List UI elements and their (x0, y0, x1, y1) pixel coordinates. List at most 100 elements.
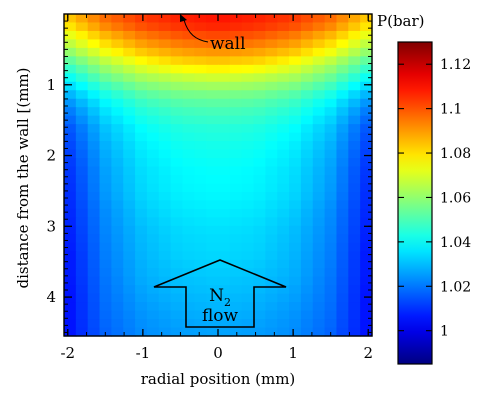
heatmap-cell (324, 39, 338, 49)
heatmap-cell (170, 191, 184, 202)
heatmap-cell (111, 327, 124, 337)
heatmap-cell (158, 149, 172, 159)
heatmap-cell (218, 141, 231, 151)
heatmap-cell (194, 14, 207, 24)
heatmap-cell (87, 208, 101, 218)
heatmap-cell (75, 22, 89, 32)
heatmap-cell (206, 107, 219, 117)
heatmap-cell (158, 225, 172, 235)
heatmap-cell (146, 208, 160, 218)
heatmap-cell (182, 166, 195, 176)
heatmap-cell (265, 39, 278, 49)
heatmap-cell (182, 64, 195, 74)
heatmap-cell (300, 47, 314, 57)
heatmap-cell (64, 259, 77, 269)
heatmap-cell (111, 107, 124, 117)
heatmap-cell (229, 191, 243, 202)
heatmap-cell (87, 158, 101, 168)
heatmap-cell (123, 234, 136, 244)
heatmap-cell (348, 302, 361, 312)
heatmap-cell (182, 327, 195, 337)
heatmap-cell (241, 22, 255, 32)
heatmap-cell (146, 39, 160, 49)
heatmap-cell (348, 98, 361, 108)
heatmap-cell (253, 217, 266, 227)
heatmap-cell (87, 73, 101, 83)
heatmap-cell (64, 107, 77, 117)
heatmap-cell (229, 175, 243, 185)
heatmap-cell (229, 200, 243, 210)
heatmap-cell (289, 73, 302, 83)
heatmap-cell (300, 107, 314, 117)
heatmap-cell (336, 310, 349, 320)
heatmap-cell (87, 124, 101, 134)
heatmap-cell (158, 166, 172, 176)
heatmap-cell (123, 124, 136, 134)
heatmap-cell (360, 191, 373, 202)
heatmap-cell (289, 175, 302, 185)
heatmap-cell (253, 191, 266, 202)
heatmap-cell (87, 276, 101, 286)
heatmap-cell (158, 302, 172, 312)
heatmap-cell (336, 234, 349, 244)
heatmap-cell (265, 293, 278, 303)
heatmap-cell (218, 310, 231, 320)
heatmap-cell (123, 158, 136, 168)
heatmap-cell (64, 132, 77, 142)
heatmap-cell (170, 132, 184, 142)
heatmap-cell (348, 183, 361, 193)
heatmap-cell (336, 319, 349, 329)
heatmap-cell (111, 22, 124, 32)
heatmap-cell (277, 141, 290, 151)
heatmap-cell (312, 158, 326, 168)
heatmap-cell (182, 73, 195, 83)
heatmap-cell (123, 268, 136, 278)
heatmap-cell (194, 285, 207, 295)
heatmap-cell (253, 310, 266, 320)
heatmap-cell (146, 234, 160, 244)
heatmap-cell (324, 200, 338, 210)
heatmap-cell (170, 30, 184, 41)
heatmap-cell (194, 90, 207, 100)
heatmap-cell (182, 124, 195, 134)
heatmap-cell (300, 319, 314, 329)
heatmap-cell (300, 22, 314, 32)
heatmap-cell (229, 14, 243, 24)
heatmap-cell (360, 276, 373, 286)
heatmap-cell (111, 234, 124, 244)
heatmap-cell (312, 39, 326, 49)
heatmap-cell (206, 56, 219, 66)
heatmap-cell (218, 166, 231, 176)
heatmap-cell (182, 183, 195, 193)
heatmap-cell (289, 90, 302, 100)
heatmap-cell (123, 242, 136, 252)
heatmap-cell (312, 149, 326, 159)
heatmap-cell (277, 251, 290, 261)
heatmap-cell (336, 242, 349, 252)
heatmap-cell (348, 39, 361, 49)
heatmap-cell (289, 141, 302, 151)
heatmap-cell (87, 234, 101, 244)
heatmap-cell (229, 327, 243, 337)
heatmap-cell (229, 183, 243, 193)
colorbar-title: P(bar) (377, 12, 425, 30)
heatmap-cell (241, 141, 255, 151)
heatmap-cell (348, 132, 361, 142)
heatmap-cell (289, 208, 302, 218)
heatmap-cell (289, 47, 302, 57)
heatmap-cell (99, 251, 112, 261)
heatmap-cell (206, 30, 219, 41)
heatmap-cell (75, 149, 89, 159)
heatmap-cell (158, 90, 172, 100)
heatmap-cell (135, 327, 148, 337)
heatmap-cell (312, 268, 326, 278)
heatmap-cell (277, 56, 290, 66)
heatmap-cell (111, 90, 124, 100)
heatmap-cell (312, 98, 326, 108)
heatmap-cell (75, 251, 89, 261)
heatmap-cell (312, 319, 326, 329)
heatmap-cell (123, 56, 136, 66)
heatmap-cell (146, 73, 160, 83)
heatmap-cell (324, 98, 338, 108)
heatmap-cell (348, 217, 361, 227)
